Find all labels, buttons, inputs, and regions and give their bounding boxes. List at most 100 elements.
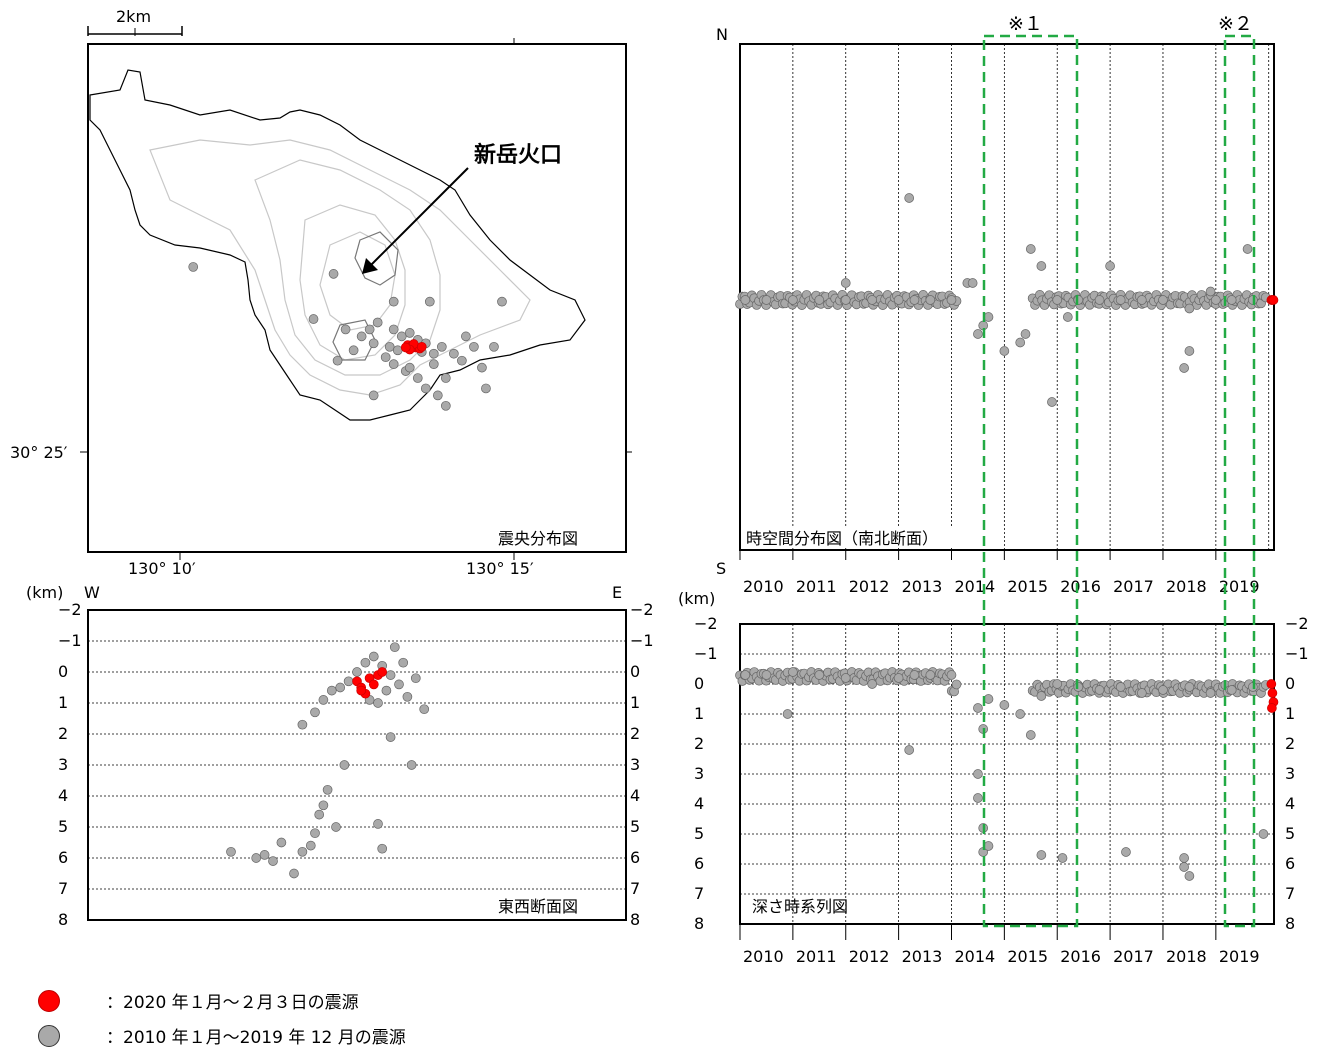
ew-past-point [226,846,236,857]
ew-past-point [322,784,333,795]
ew-past-point [297,846,308,857]
ew-past-point [343,676,354,687]
ew-past-point [276,837,287,848]
ew-depth-tick-left: 1 [58,693,68,712]
legend-past-label: ：2010 年１月～2019 年 12 月の震源 [106,1028,406,1048]
dt-past-point [867,679,878,689]
map-past-point [384,341,395,352]
map-past-point [461,331,471,342]
ew-gridlines [88,640,626,890]
ew-past-point [339,760,350,770]
ew-depth-tick-right: 6 [630,848,640,867]
ew-past-point [385,732,396,742]
map-past-point [489,341,499,352]
map-past-point [449,348,459,359]
ew-past-point [377,843,388,854]
longitude-label-2: 130° 15′ [466,559,534,578]
ew-past-point [318,800,329,811]
map-past-point [328,269,339,279]
dt-year-label: 2013 [902,947,943,966]
dt-depth-tick-left: 2 [694,734,704,753]
map-past-point [477,362,487,373]
ew-past-point [373,698,383,708]
map-past-point [372,317,383,328]
dt-past-point [973,793,983,803]
dt-recent-point [1267,688,1278,698]
ew-past-point [360,657,371,668]
ns-year-label: 2018 [1166,577,1207,596]
dt-points [735,667,1279,881]
dt-past-point [761,670,772,680]
ns-past-point [1105,261,1115,271]
ew-past-point [297,719,308,730]
highlight-box-2 [1223,34,1256,928]
ns-year-label: 2019 [1219,577,1260,596]
crater-arrowhead [362,258,378,274]
dt-year-label: 2012 [849,947,890,966]
ew-depth-tick-left: 4 [58,786,68,805]
ns-past-point [893,295,904,305]
map-past-point [469,341,479,352]
map-past-point [440,373,451,383]
ns-past-point [814,295,825,305]
ew-depth-tick-left: −1 [58,631,82,650]
ns-past-point [788,295,798,305]
dt-year-label: 2018 [1166,947,1207,966]
ns-panel-label: 時空間分布図（南北断面） [746,529,938,548]
ew-depth-tick-left: 7 [58,879,68,898]
map-past-point [368,338,379,349]
legend-recent: ：2020 年１月～２月３日の震源 [38,988,359,1013]
ew-depth-tick-left: 6 [58,848,68,867]
ew-depth-tick-right: 4 [630,786,640,805]
ns-past-point [1226,295,1237,305]
dt-depth-tick-right: 2 [1285,734,1295,753]
ns-past-point [1210,295,1221,305]
highlight-box-2-label: ※２ [1218,13,1253,35]
dt-year-label: 2014 [954,947,995,966]
map-recent-point [416,341,427,352]
longitude-label-1: 130° 10′ [128,559,196,578]
dt-year-label: 2011 [796,947,837,966]
dt-unit-label: (km) [678,589,715,608]
dt-past-point [925,670,936,680]
ns-year-label: 2015 [1007,577,1048,596]
ns-past-point [1184,346,1195,356]
dt-year-label: 2019 [1219,947,1260,966]
ew-past-point [410,673,421,684]
dt-depth-tick-right: 1 [1285,704,1295,723]
dt-depth-tick-right: 0 [1285,674,1295,693]
ew-depth-tick-left: 0 [58,662,68,681]
dt-past-point [1115,682,1126,692]
ns-past-point [1036,261,1047,271]
dt-past-point [1184,682,1195,692]
ns-year-labels: 2010 2011 2012 2013 2014 2015 2016 2017 2018 2019 [743,577,1260,596]
dt-year-label: 2010 [743,947,784,966]
ew-recent-point [368,679,379,690]
ew-points [226,642,430,879]
dt-past-point [788,667,798,677]
dt-depth-tick-right: −1 [1285,644,1309,663]
map-past-point [356,331,367,342]
map-past-point [436,341,447,352]
dt-past-point [1184,871,1195,881]
dt-depth-tick-left: 8 [694,914,704,933]
ew-depth-tick-right: 8 [630,910,640,929]
crater-label: 新岳火口 [474,142,562,168]
ew-past-point [402,691,413,702]
ew-depth-ticks: −2 −2 −1 −1 0 0 1 1 2 2 3 3 4 4 5 5 6 6 7 7 8 8 [58,600,654,929]
ns-year-label: 2011 [796,577,837,596]
ew-depth-tick-right: 5 [630,817,640,836]
map-past-point [497,296,507,307]
ew-past-point [314,809,325,820]
ew-depth-tick-right: 3 [630,755,640,774]
map-past-point [332,355,343,366]
map-past-point [388,359,399,370]
ns-spacetime-panel: 2010 2011 2012 2013 2014 2015 2016 2017 2018 2019… [716,25,1279,596]
dt-past-point [1036,691,1047,701]
ew-depth-tick-left: 3 [58,755,68,774]
dt-past-point [973,703,983,713]
past-marker-icon [38,1024,60,1047]
map-panel-label: 震央分布図 [498,529,578,548]
map-past-point [424,296,435,307]
